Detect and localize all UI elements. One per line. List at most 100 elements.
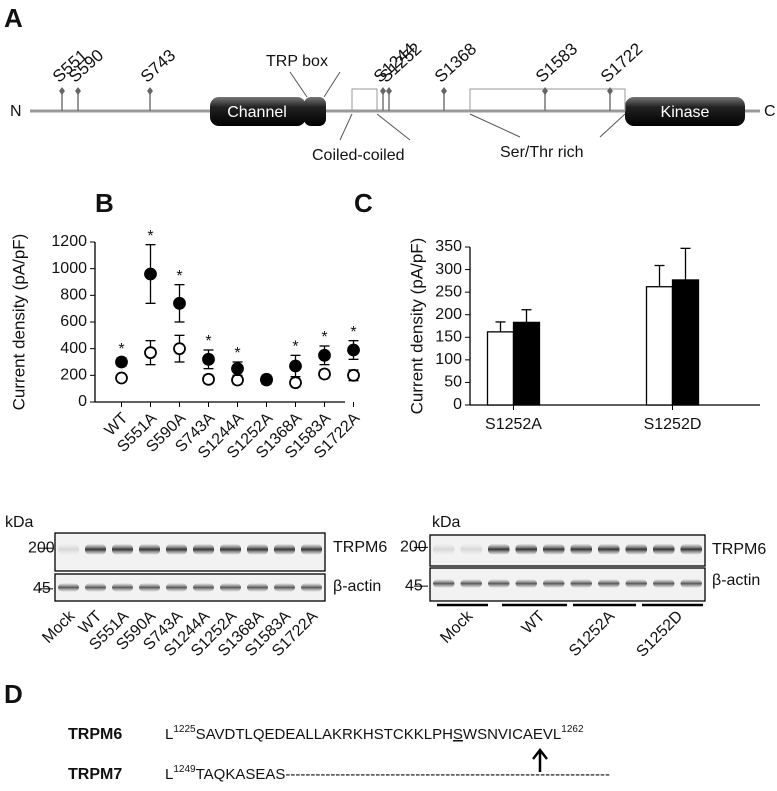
lane-label: Mock xyxy=(437,607,477,647)
blot-band xyxy=(166,583,187,592)
dot xyxy=(289,359,302,373)
annotation-line xyxy=(599,113,626,138)
coiled-coil-box xyxy=(351,88,378,112)
bar xyxy=(671,279,700,406)
blot-band xyxy=(220,544,241,555)
annotation-line xyxy=(289,71,308,98)
blot-band xyxy=(680,544,702,555)
blot-band xyxy=(433,544,455,555)
dot xyxy=(289,376,302,390)
site-head xyxy=(441,87,447,95)
blot-band xyxy=(543,579,565,588)
dot xyxy=(347,343,360,357)
dot xyxy=(202,352,215,366)
n-terminus: N xyxy=(10,103,22,120)
blot-band xyxy=(193,583,214,592)
annotation-line xyxy=(469,113,521,138)
annotation: TRP box xyxy=(266,53,328,70)
significance-star: * xyxy=(234,345,240,362)
bar xyxy=(486,331,515,406)
sequence-part: L xyxy=(165,766,173,783)
blot-band xyxy=(112,583,133,592)
c-terminus: C xyxy=(764,103,776,120)
lane-label: WT xyxy=(519,608,549,638)
blot-band xyxy=(85,544,106,555)
sequence-part: TAQKASEAS xyxy=(196,766,286,783)
x-tick-label: S1252A xyxy=(485,416,542,433)
site-head xyxy=(147,87,153,95)
blot-band xyxy=(570,544,592,555)
blot-band xyxy=(274,544,295,555)
dot xyxy=(144,346,157,360)
sequence-part: S xyxy=(453,726,463,743)
y-tick-label: 50 xyxy=(444,374,462,391)
site-label: S1583 xyxy=(532,39,581,86)
blot-band xyxy=(515,544,537,555)
dot xyxy=(318,367,331,381)
y-tick-label: 200 xyxy=(60,367,87,384)
panel-letter: B xyxy=(95,188,114,218)
annotation-line xyxy=(339,113,353,141)
sequence-part: 1262 xyxy=(561,724,584,735)
dot xyxy=(144,267,157,281)
target-label: TRPM6 xyxy=(712,541,766,558)
blot-band xyxy=(139,583,160,592)
y-tick-label: 200 xyxy=(435,306,462,323)
sequence-part: SAVDTLQEDEALLAKRKHSTCKKLPH xyxy=(196,726,453,743)
dot xyxy=(115,371,128,385)
protein-name: TRPM7 xyxy=(68,766,122,783)
y-axis-label: Current density (pA/pF) xyxy=(9,234,28,411)
panel-letter: C xyxy=(354,188,373,218)
significance-star: * xyxy=(147,228,153,245)
y-axis-label: Current density (pA/pF) xyxy=(407,238,426,415)
blot-band xyxy=(274,583,295,592)
site-head xyxy=(380,87,386,95)
blot-band xyxy=(598,579,620,588)
site-label: S1368 xyxy=(431,39,480,86)
lane-label: S1252A xyxy=(566,608,619,661)
y-tick-label: 150 xyxy=(435,329,462,346)
bar xyxy=(512,321,541,406)
domain-label: Kinase xyxy=(661,104,710,121)
sequence-part: 1249 xyxy=(173,764,196,775)
dot xyxy=(231,362,244,376)
significance-star: * xyxy=(205,333,211,350)
domain-label: Channel xyxy=(227,104,287,121)
y-tick-label: 1000 xyxy=(51,260,87,277)
site-label: S743 xyxy=(137,46,179,87)
dot xyxy=(115,355,128,369)
y-tick-label: 350 xyxy=(435,238,462,255)
significance-star: * xyxy=(321,329,327,346)
marker-label: 200 xyxy=(400,539,427,556)
y-tick-label: 0 xyxy=(453,396,462,413)
blot-band xyxy=(85,583,106,592)
kinase-domain xyxy=(625,97,745,126)
significance-star: * xyxy=(118,341,124,358)
blot-band xyxy=(460,544,482,555)
blot-band xyxy=(139,544,160,555)
site-head xyxy=(59,87,65,95)
dot xyxy=(231,373,244,387)
blot-band xyxy=(58,583,79,592)
y-tick-label: 800 xyxy=(60,287,87,304)
y-tick-label: 1200 xyxy=(51,233,87,250)
bar xyxy=(645,286,674,406)
blot-band xyxy=(460,579,482,588)
dot xyxy=(347,368,360,382)
dot xyxy=(202,372,215,386)
sequence-part: ----------------------------------------… xyxy=(285,766,610,783)
target-label: TRPM6 xyxy=(333,539,387,556)
blot-band xyxy=(625,544,647,555)
blot-band xyxy=(301,583,322,592)
lane-label: Mock xyxy=(39,607,79,647)
trp-box xyxy=(304,97,326,126)
sequence-part: L xyxy=(165,726,173,743)
panel-letter: A xyxy=(4,3,23,33)
blot-band xyxy=(680,579,702,588)
y-tick-label: 100 xyxy=(435,351,462,368)
blot-band xyxy=(301,544,322,555)
site-head xyxy=(607,87,613,95)
ser-thr-box xyxy=(469,88,626,112)
sequence: L1249TAQKASEAS--------------------------… xyxy=(165,764,610,783)
